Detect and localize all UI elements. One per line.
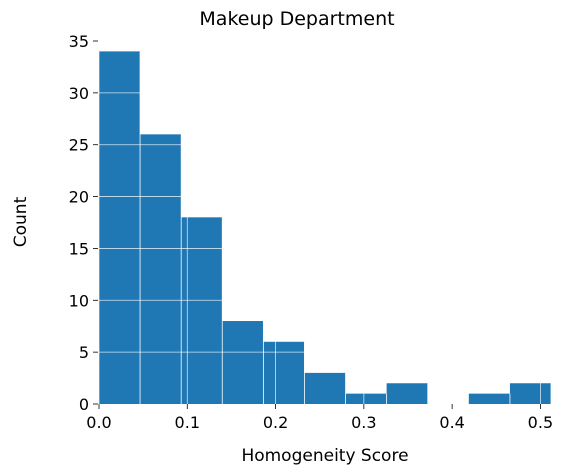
- histogram-bar: [99, 51, 141, 404]
- histogram-bar: [509, 383, 551, 404]
- x-tick-label: 0.2: [263, 413, 288, 432]
- x-axis-label: Homogeneity Score: [241, 446, 408, 466]
- histogram-bar: [140, 134, 182, 405]
- x-tick-label: 0.1: [175, 413, 200, 432]
- y-tick-label: 10: [69, 291, 89, 310]
- y-tick-label: 30: [69, 84, 89, 103]
- x-tick-label: 0.5: [528, 413, 553, 432]
- bars-layer: [99, 51, 551, 405]
- y-tick-label: 20: [69, 188, 89, 207]
- y-tick-label: 25: [69, 136, 89, 155]
- y-axis-label: Count: [11, 196, 31, 247]
- y-tick-label: 15: [69, 239, 89, 258]
- x-axis: 0.0 0.1 0.2 0.3 0.4 0.5: [86, 404, 553, 432]
- x-tick-label: 0.4: [439, 413, 464, 432]
- histogram-bar: [304, 372, 346, 404]
- histogram-bar: [222, 321, 264, 404]
- y-axis: 0 5 10 15 20 25 30 35: [69, 32, 98, 414]
- histogram-bar: [386, 383, 428, 404]
- histogram-bar: [263, 341, 305, 404]
- y-tick-label: 5: [79, 343, 89, 362]
- x-tick-label: 0.0: [86, 413, 111, 432]
- plot-area: 0.0 0.1 0.2 0.3 0.4 0.5 0 5 10 15 20 25 30 35: [69, 32, 553, 432]
- histogram-bar: [345, 393, 387, 404]
- x-tick-label: 0.3: [351, 413, 376, 432]
- histogram-bar: [468, 393, 510, 404]
- chart-title: Makeup Department: [199, 8, 394, 30]
- y-tick-label: 35: [69, 32, 89, 51]
- gridlines-layer: [98, 40, 552, 404]
- y-tick-label: 0: [79, 395, 89, 414]
